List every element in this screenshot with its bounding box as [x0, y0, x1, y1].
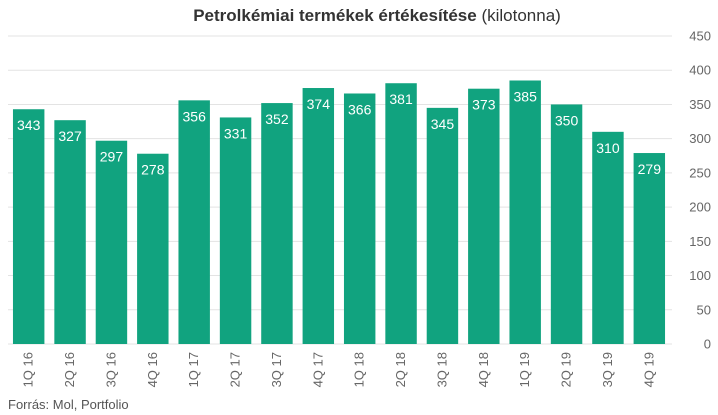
source-note: Forrás: Mol, Portfolio [8, 397, 129, 412]
x-tick-label: 4Q 19 [641, 352, 656, 387]
bar [137, 153, 169, 344]
bar [302, 88, 335, 344]
y-tick-label: 150 [689, 234, 711, 249]
bar [509, 80, 541, 344]
bar [54, 120, 86, 344]
bar-value-label: 279 [638, 161, 662, 177]
y-tick-label: 400 [689, 63, 711, 78]
y-tick-label: 200 [689, 200, 711, 215]
y-tick-label: 250 [689, 165, 711, 180]
x-tick-label: 1Q 19 [517, 352, 532, 387]
y-tick-label: 450 [689, 29, 711, 44]
bar-value-label: 345 [431, 116, 455, 132]
bar-value-label: 343 [17, 117, 41, 133]
bar-value-label: 366 [348, 101, 372, 117]
bar [468, 88, 500, 344]
bar-value-label: 356 [183, 108, 207, 124]
x-tick-label: 4Q 18 [476, 352, 491, 387]
bar [12, 109, 45, 344]
bar [261, 103, 293, 344]
y-tick-label: 0 [704, 337, 711, 352]
bar-value-label: 352 [265, 111, 289, 127]
x-tick-label: 3Q 17 [269, 352, 284, 387]
bar-value-label: 374 [307, 96, 331, 112]
x-tick-label: 4Q 17 [310, 352, 325, 387]
x-tick-label: 1Q 16 [21, 352, 36, 387]
bar [592, 131, 624, 344]
bar [219, 117, 252, 345]
x-tick-label: 3Q 18 [434, 352, 449, 387]
x-tick-label: 2Q 18 [393, 352, 408, 387]
bar-value-label: 278 [141, 162, 165, 178]
x-tick-label: 1Q 18 [352, 352, 367, 387]
bar [95, 140, 128, 344]
x-tick-label: 2Q 17 [228, 352, 243, 387]
y-tick-label: 50 [697, 302, 711, 317]
bar [385, 83, 417, 344]
bar-value-label: 327 [58, 128, 82, 144]
bar-value-label: 385 [514, 88, 538, 104]
bar-value-label: 350 [555, 112, 579, 128]
bar [426, 107, 459, 344]
x-tick-label: 4Q 16 [145, 352, 160, 387]
y-axis-ticks: 0 50 100 150 200 250 300 350 400 450 [689, 29, 711, 352]
chart-title-main: Petrolkémiai termékek értékesítése [193, 6, 477, 25]
bar [178, 100, 210, 345]
y-tick-label: 300 [689, 131, 711, 146]
x-tick-label: 3Q 19 [600, 352, 615, 387]
bar-value-label: 297 [100, 149, 124, 165]
x-tick-label: 3Q 16 [103, 352, 118, 387]
x-axis-ticks: 1Q 16 2Q 16 3Q 16 4Q 16 1Q 17 2Q 17 3Q 17 4Q 17… [21, 352, 657, 387]
x-tick-label: 1Q 17 [186, 352, 201, 387]
bar [633, 153, 666, 344]
bar [550, 104, 583, 344]
y-tick-label: 350 [689, 97, 711, 112]
x-tick-label: 2Q 16 [62, 352, 77, 387]
bar-value-label: 331 [224, 125, 248, 141]
bar-value-label: 381 [389, 91, 413, 107]
chart-title-unit: (kilotonna) [481, 6, 561, 25]
x-tick-label: 2Q 19 [559, 352, 574, 387]
y-tick-label: 100 [689, 268, 711, 283]
bar [343, 93, 376, 344]
bar-value-label: 373 [472, 97, 496, 113]
bar-value-label: 310 [596, 140, 620, 156]
bars: 343 327 297 278 356 331 352 374 366 381 345 373 385 3… [12, 80, 666, 345]
chart-title: Petrolkémiai termékek értékesítése (kilo… [0, 6, 718, 26]
